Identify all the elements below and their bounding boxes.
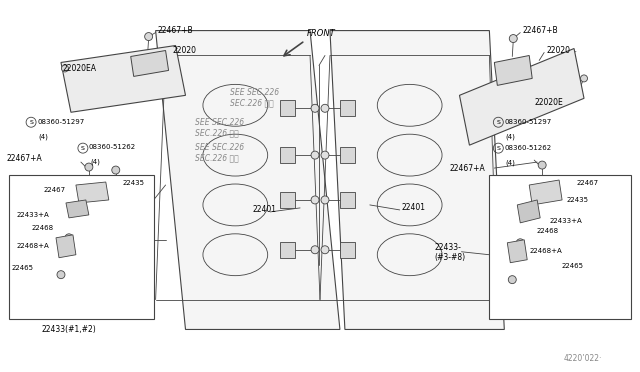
Circle shape bbox=[321, 104, 329, 112]
Text: 22467+A: 22467+A bbox=[6, 154, 42, 163]
Text: 08360-51297: 08360-51297 bbox=[37, 119, 84, 125]
Text: SEC.226 参照: SEC.226 参照 bbox=[195, 153, 239, 162]
Text: 22467: 22467 bbox=[576, 180, 598, 186]
Text: 22465: 22465 bbox=[561, 263, 583, 269]
Polygon shape bbox=[340, 147, 355, 163]
Text: SEE SEC.226: SEE SEC.226 bbox=[230, 89, 280, 97]
Polygon shape bbox=[280, 100, 295, 116]
Text: S: S bbox=[81, 146, 85, 151]
Polygon shape bbox=[494, 55, 532, 86]
Text: S: S bbox=[497, 146, 500, 151]
Circle shape bbox=[311, 104, 319, 112]
Bar bbox=[9, 175, 154, 320]
Polygon shape bbox=[280, 147, 295, 163]
Text: 22020EA: 22020EA bbox=[63, 64, 97, 73]
Text: 22020: 22020 bbox=[173, 46, 196, 55]
Text: (4): (4) bbox=[38, 133, 48, 140]
Polygon shape bbox=[340, 100, 355, 116]
Text: 22467+B: 22467+B bbox=[522, 26, 558, 35]
Text: 22435: 22435 bbox=[566, 197, 588, 203]
Text: 22465: 22465 bbox=[11, 265, 33, 271]
Text: (#3-#8): (#3-#8) bbox=[435, 253, 466, 262]
Text: (4): (4) bbox=[91, 158, 100, 164]
Text: 08360-51262: 08360-51262 bbox=[504, 145, 552, 151]
Polygon shape bbox=[517, 200, 540, 223]
Text: S: S bbox=[497, 120, 500, 125]
Text: 22433+A: 22433+A bbox=[549, 218, 582, 224]
Text: 22468+A: 22468+A bbox=[529, 248, 562, 254]
Text: 4220’022·: 4220’022· bbox=[564, 355, 602, 363]
Circle shape bbox=[321, 151, 329, 159]
Text: 22467: 22467 bbox=[43, 187, 65, 193]
Polygon shape bbox=[280, 192, 295, 208]
Circle shape bbox=[580, 75, 588, 82]
Circle shape bbox=[112, 166, 120, 174]
Circle shape bbox=[516, 239, 524, 247]
Polygon shape bbox=[56, 235, 76, 258]
Polygon shape bbox=[66, 200, 89, 218]
Text: SEE SEC.226: SEE SEC.226 bbox=[195, 143, 244, 152]
Text: 22401: 22401 bbox=[402, 203, 426, 212]
Text: 22433(#1,#2): 22433(#1,#2) bbox=[42, 326, 96, 334]
Circle shape bbox=[57, 271, 65, 279]
Text: 22020E: 22020E bbox=[534, 98, 563, 107]
Polygon shape bbox=[61, 45, 186, 112]
Text: 22020: 22020 bbox=[546, 46, 570, 55]
Text: 22433+A: 22433+A bbox=[16, 212, 49, 218]
Circle shape bbox=[65, 234, 73, 242]
Polygon shape bbox=[460, 48, 584, 145]
Text: FRONT: FRONT bbox=[307, 29, 336, 38]
Text: S: S bbox=[29, 120, 33, 125]
Bar bbox=[490, 175, 631, 320]
Polygon shape bbox=[529, 180, 562, 205]
Polygon shape bbox=[76, 182, 109, 203]
Circle shape bbox=[311, 246, 319, 254]
Text: 22467+A: 22467+A bbox=[449, 164, 485, 173]
Text: 22401: 22401 bbox=[252, 205, 276, 214]
Polygon shape bbox=[340, 242, 355, 258]
Text: SEE SEC.226: SEE SEC.226 bbox=[195, 118, 244, 127]
Text: SEC.226 参照: SEC.226 参照 bbox=[195, 128, 239, 137]
Text: (4): (4) bbox=[506, 133, 515, 140]
Text: 22467+B: 22467+B bbox=[157, 26, 193, 35]
Text: 22433-: 22433- bbox=[435, 243, 461, 252]
Text: 22435: 22435 bbox=[123, 180, 145, 186]
Polygon shape bbox=[340, 192, 355, 208]
Text: 08360-51262: 08360-51262 bbox=[89, 144, 136, 150]
Circle shape bbox=[311, 196, 319, 204]
Text: 22468: 22468 bbox=[31, 225, 53, 231]
Circle shape bbox=[508, 276, 516, 283]
Circle shape bbox=[538, 161, 546, 169]
Text: 22468+A: 22468+A bbox=[16, 243, 49, 249]
Text: (4): (4) bbox=[506, 159, 515, 166]
Polygon shape bbox=[508, 240, 527, 263]
Polygon shape bbox=[131, 51, 168, 76]
Text: SEC.226 参照: SEC.226 参照 bbox=[230, 98, 274, 108]
Circle shape bbox=[321, 246, 329, 254]
Circle shape bbox=[85, 163, 93, 171]
Circle shape bbox=[311, 151, 319, 159]
Circle shape bbox=[145, 33, 152, 41]
Polygon shape bbox=[280, 242, 295, 258]
Polygon shape bbox=[330, 31, 504, 330]
Circle shape bbox=[61, 65, 68, 72]
Circle shape bbox=[509, 35, 517, 42]
Circle shape bbox=[321, 196, 329, 204]
Polygon shape bbox=[156, 31, 340, 330]
Text: 08360-51297: 08360-51297 bbox=[504, 119, 552, 125]
Text: 22468: 22468 bbox=[536, 228, 558, 234]
